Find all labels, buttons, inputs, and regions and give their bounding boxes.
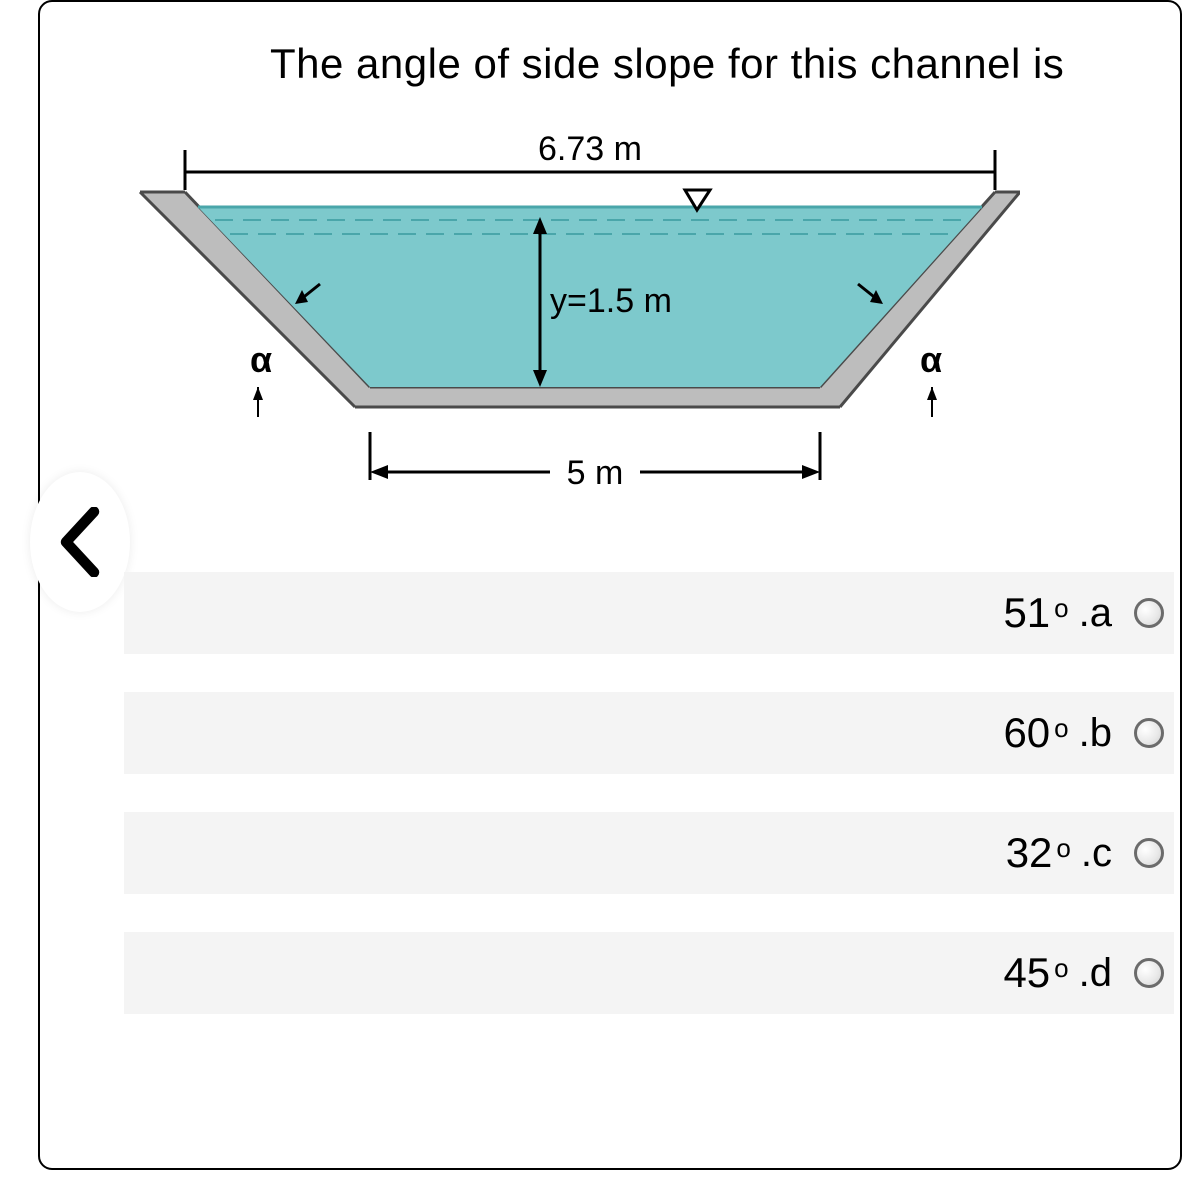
option-d-radio[interactable] xyxy=(1134,958,1164,988)
channel-diagram: 6.73 m xyxy=(120,132,1020,522)
option-c-letter: .c xyxy=(1081,831,1112,876)
option-c-label: 32o xyxy=(1006,829,1071,877)
option-b-label: 60o xyxy=(1003,709,1068,757)
option-a-label: 51o xyxy=(1003,589,1068,637)
option-a-radio[interactable] xyxy=(1134,598,1164,628)
option-a-letter: .a xyxy=(1079,591,1112,636)
option-d-letter: .d xyxy=(1079,951,1112,996)
svg-text:α: α xyxy=(920,339,942,380)
option-a[interactable]: 51o .a xyxy=(124,572,1174,654)
chevron-left-icon xyxy=(56,507,104,577)
answer-options: 51o .a 60o .b 32o .c 45o .d xyxy=(124,572,1174,1052)
option-c[interactable]: 32o .c xyxy=(124,812,1174,894)
question-text: The angle of side slope for this channel… xyxy=(270,40,1064,88)
top-width-label: 6.73 m xyxy=(538,132,642,168)
bottom-width-label: 5 m xyxy=(567,454,624,492)
prev-button[interactable] xyxy=(30,472,130,612)
option-b[interactable]: 60o .b xyxy=(124,692,1174,774)
depth-label: y=1.5 m xyxy=(550,282,672,320)
option-c-radio[interactable] xyxy=(1134,838,1164,868)
option-b-radio[interactable] xyxy=(1134,718,1164,748)
top-width-dimension: 6.73 m xyxy=(185,132,995,190)
option-d[interactable]: 45o .d xyxy=(124,932,1174,1014)
option-b-letter: .b xyxy=(1079,711,1112,756)
bottom-width-dimension: 5 m xyxy=(370,432,820,492)
svg-text:α: α xyxy=(250,339,272,380)
option-d-label: 45o xyxy=(1003,949,1068,997)
question-card: The angle of side slope for this channel… xyxy=(38,0,1182,1170)
